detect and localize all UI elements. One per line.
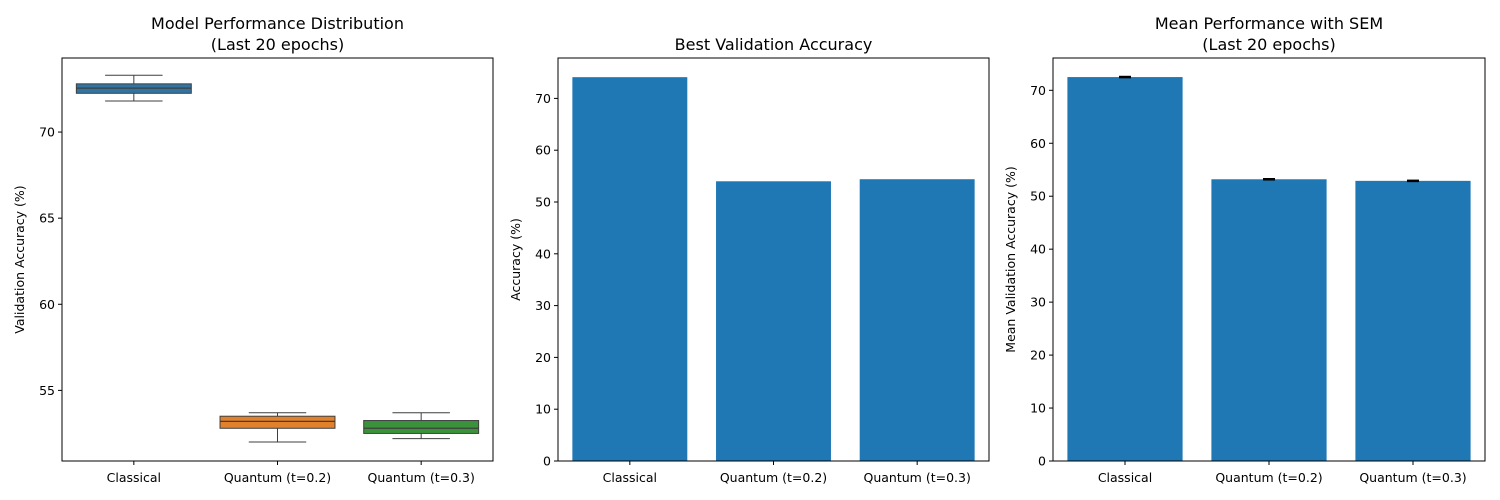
x-tick-label: Quantum (t=0.2) (720, 470, 827, 485)
y-tick-label: 70 (39, 125, 55, 140)
chart-panel-2: 0 10 20 30 40 50 60 70 Classical Quantum (t=0.2) Q… (508, 35, 990, 485)
chart-title: Model Performance Distribution (151, 14, 404, 33)
y-tick-label: 30 (535, 298, 551, 313)
axes-frame (61, 57, 494, 462)
chart-panel-3: 0 10 20 30 40 50 60 70 Classical Quantum (t=0.2) Q… (1003, 14, 1486, 485)
bar (1211, 179, 1327, 461)
y-tick-label: 70 (1030, 83, 1046, 98)
x-tick-label: Quantum (t=0.3) (368, 470, 475, 485)
y-tick-label: 10 (535, 402, 551, 417)
y-tick-label: 70 (535, 91, 551, 106)
y-tick-label: 60 (39, 297, 55, 312)
x-tick-label: Quantum (t=0.2) (224, 470, 331, 485)
y-tick-label: 20 (535, 350, 551, 365)
chart-subtitle: (Last 20 epochs) (1202, 35, 1335, 54)
y-tick-label: 30 (1030, 295, 1046, 310)
box (363, 420, 480, 434)
bar (716, 181, 831, 461)
y-tick-label: 0 (1038, 454, 1046, 469)
x-tick-label: Quantum (t=0.3) (1359, 470, 1466, 485)
y-tick-label: 20 (1030, 348, 1046, 363)
bar (859, 179, 975, 461)
y-tick-label: 40 (1030, 242, 1046, 257)
y-tick-label: 40 (535, 246, 551, 261)
box (219, 415, 336, 429)
chart-title: Mean Performance with SEM (1155, 14, 1383, 33)
bar (572, 77, 688, 462)
y-tick-label: 50 (535, 195, 551, 210)
y-tick-label: 10 (1030, 401, 1046, 416)
chart-subtitle: (Last 20 epochs) (211, 35, 344, 54)
y-tick-label: 55 (39, 383, 55, 398)
x-tick-label: Classical (1098, 470, 1152, 485)
y-axis-label: Accuracy (%) (508, 218, 523, 301)
y-tick-label: 60 (535, 143, 551, 158)
y-axis-label: Mean Validation Accuracy (%) (1003, 166, 1018, 352)
y-tick-label: 65 (39, 211, 55, 226)
chart-title: Best Validation Accuracy (675, 35, 873, 54)
x-tick-label: Classical (107, 470, 161, 485)
y-tick-label: 50 (1030, 189, 1046, 204)
x-tick-label: Quantum (t=0.2) (1215, 470, 1322, 485)
chart-panel-1: 55 60 65 70 Classical Quantum (t=0.2) Quantum … (12, 14, 494, 485)
x-tick-label: Quantum (t=0.3) (864, 470, 971, 485)
x-tick-label: Classical (603, 470, 657, 485)
y-tick-label: 60 (1030, 136, 1046, 151)
bar (1355, 180, 1471, 462)
y-axis-label: Validation Accuracy (%) (12, 185, 27, 333)
bar (1067, 77, 1183, 461)
y-tick-label: 0 (543, 454, 551, 469)
